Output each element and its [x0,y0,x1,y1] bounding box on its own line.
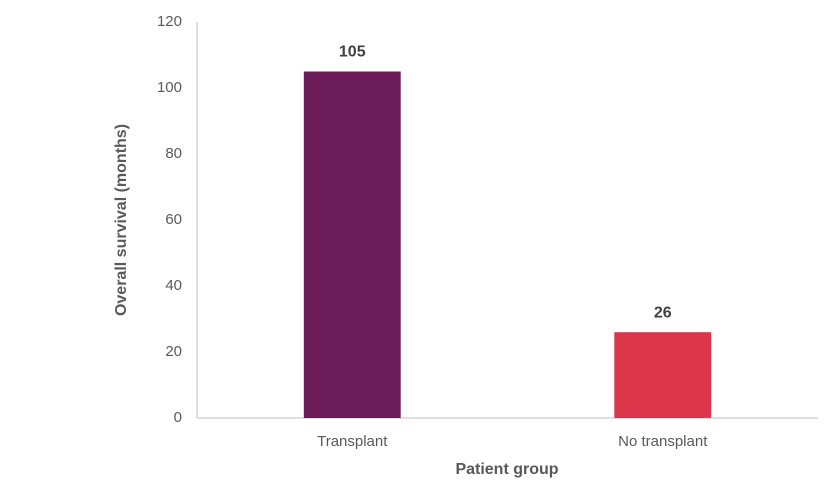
bar [614,332,712,418]
y-tick-label: 80 [165,145,182,162]
data-label: 105 [339,44,366,61]
y-tick-label: 0 [174,409,182,426]
y-tick-label: 40 [165,277,182,294]
bar [303,71,401,418]
y-axis-title: Overall survival (months) [113,124,130,316]
x-tick-label: No transplant [618,433,708,450]
x-axis-title: Patient group [455,461,558,478]
data-label: 26 [654,304,672,321]
y-tick-label: 20 [165,343,182,360]
y-tick-label: 100 [157,79,182,96]
x-tick-label: Transplant [317,433,388,450]
y-tick-label: 120 [157,13,182,30]
y-tick-label: 60 [165,211,182,228]
